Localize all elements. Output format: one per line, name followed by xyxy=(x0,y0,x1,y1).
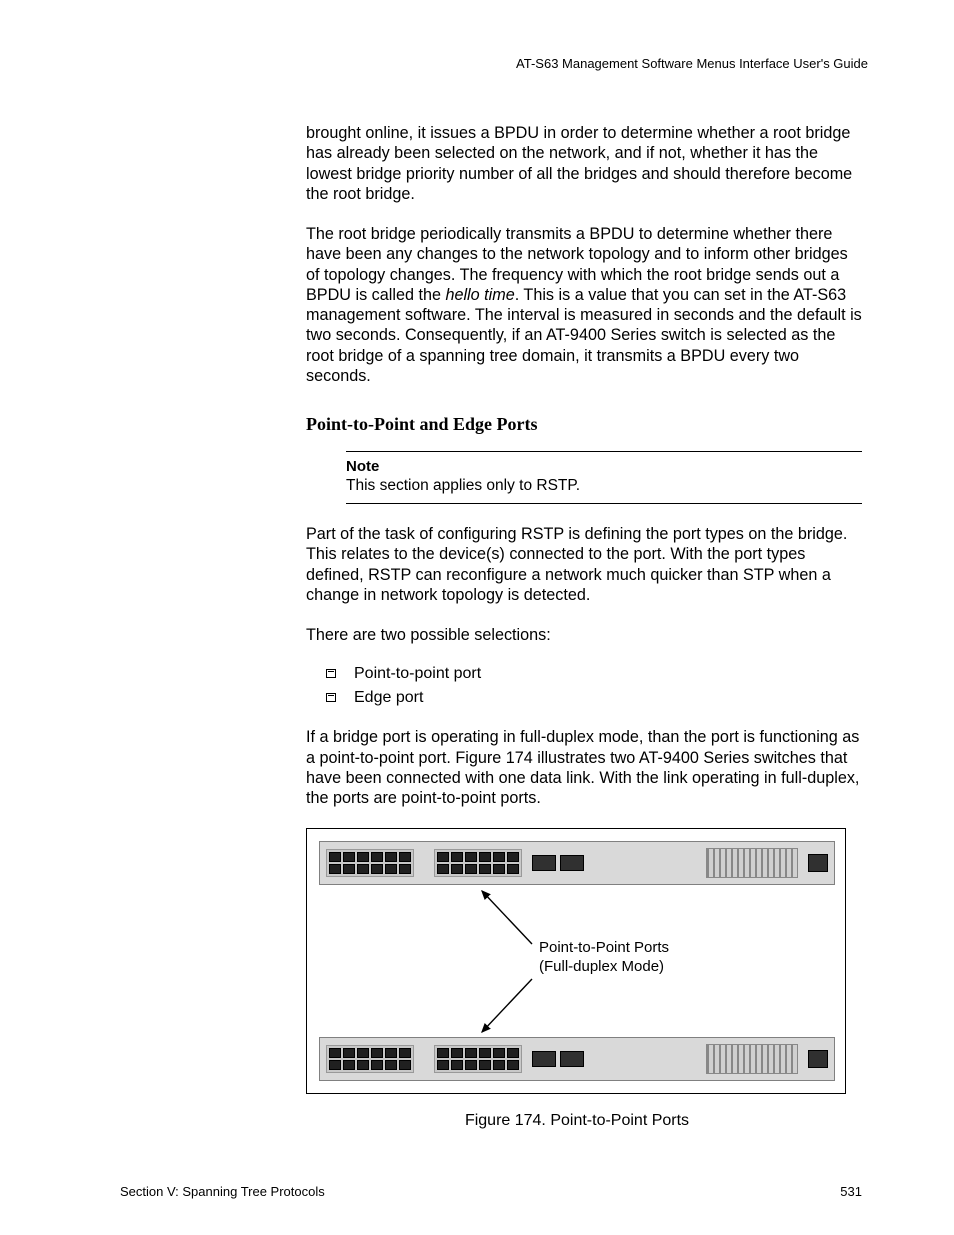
subheading: Point-to-Point and Edge Ports xyxy=(306,414,862,435)
page: AT-S63 Management Software Menus Interfa… xyxy=(0,0,954,1235)
figure-caption: Figure 174. Point-to-Point Ports xyxy=(306,1112,848,1130)
paragraph: brought online, it issues a BPDU in orde… xyxy=(306,123,862,204)
note-title: Note xyxy=(346,458,862,475)
list-item: Edge port xyxy=(326,689,862,707)
figure: Point-to-Point Ports (Full-duplex Mode) xyxy=(306,828,846,1094)
body-column: brought online, it issues a BPDU in orde… xyxy=(306,123,862,808)
figure-label-line: Point-to-Point Ports xyxy=(539,939,669,956)
note-box: Note This section applies only to RSTP. xyxy=(346,451,862,504)
bullet-list: Point-to-point port Edge port xyxy=(326,665,862,707)
paragraph: If a bridge port is operating in full-du… xyxy=(306,727,862,808)
note-text: This section applies only to RSTP. xyxy=(346,477,862,495)
paragraph: Part of the task of configuring RSTP is … xyxy=(306,524,862,605)
page-footer: Section V: Spanning Tree Protocols 531 xyxy=(120,1184,862,1199)
paragraph: There are two possible selections: xyxy=(306,625,862,645)
figure-label: Point-to-Point Ports (Full-duplex Mode) xyxy=(539,939,669,977)
running-header: AT-S63 Management Software Menus Interfa… xyxy=(120,56,868,71)
paragraph: The root bridge periodically transmits a… xyxy=(306,224,862,386)
list-item: Point-to-point port xyxy=(326,665,862,683)
figure-label-line: (Full-duplex Mode) xyxy=(539,958,664,975)
italic-term: hello time xyxy=(445,286,514,304)
figure-container: Point-to-Point Ports (Full-duplex Mode) xyxy=(306,828,848,1094)
footer-section: Section V: Spanning Tree Protocols xyxy=(120,1184,325,1199)
footer-page-number: 531 xyxy=(840,1184,862,1199)
